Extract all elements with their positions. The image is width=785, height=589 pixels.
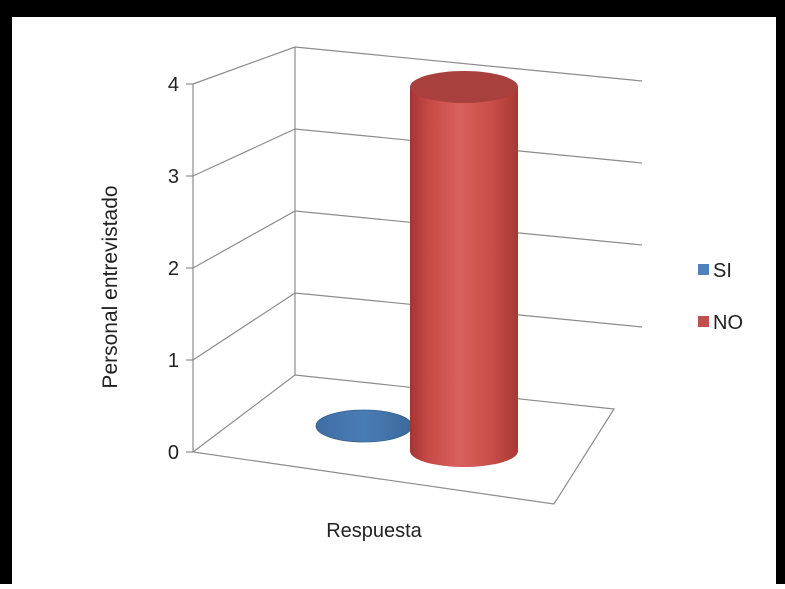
bar-top [410,71,518,103]
gridline [192,46,643,85]
y-tick-label: 4 [168,74,179,96]
gridline [192,292,643,361]
legend: SI NO [698,260,743,334]
y-axis-title: Personal entrevistado [99,185,122,388]
y-tick-label: 2 [168,258,179,280]
bar-no [410,71,518,467]
legend-label-si: SI [713,260,732,282]
floor-outline [191,374,616,505]
bar-disc [315,409,413,443]
chart-svg: 0 1 2 3 4 Personal entrevistado Respuesta SI… [99,46,743,542]
gridline [192,128,643,177]
gridline [192,210,643,269]
y-tick-label: 0 [168,442,179,464]
bar-body [410,87,518,467]
y-tick-label: 1 [168,350,179,372]
x-axis-title: Respuesta [326,520,422,542]
legend-swatch-no [698,316,709,327]
y-tick-label: 3 [168,166,179,188]
bar-si [315,409,413,443]
legend-label-no: NO [713,312,743,334]
legend-swatch-si [698,264,709,275]
chart-area: 0 1 2 3 4 Personal entrevistado Respuesta SI… [12,17,776,584]
